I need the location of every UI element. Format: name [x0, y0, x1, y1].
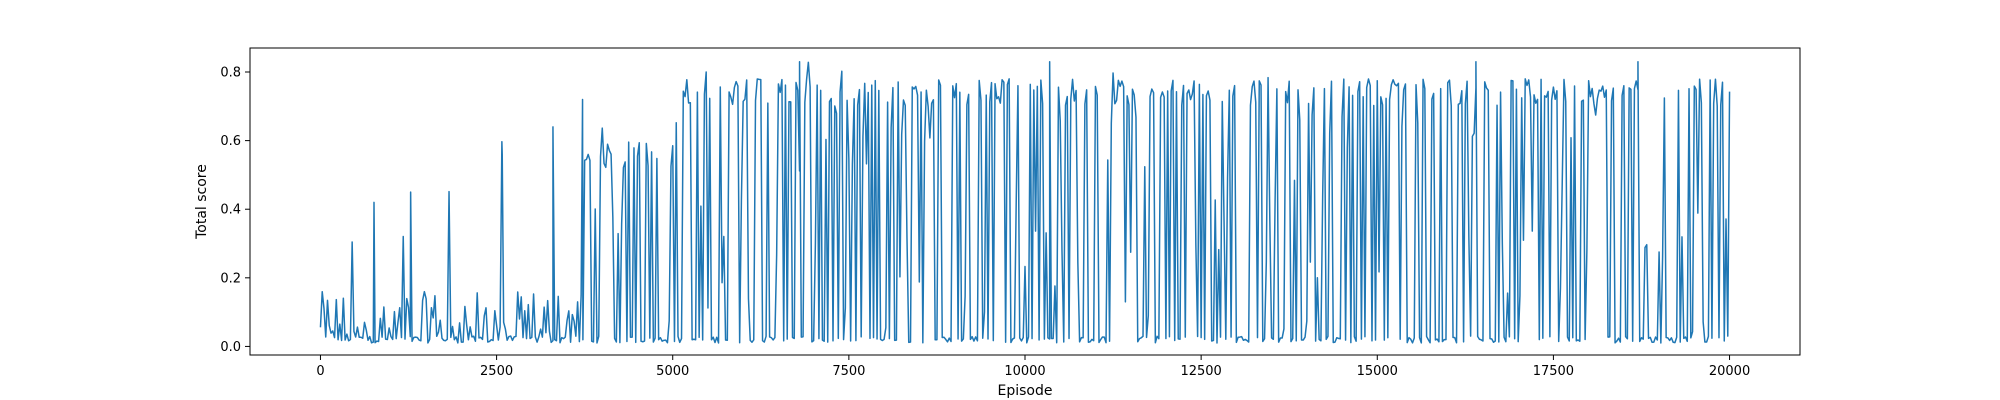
x-tick-label: 0	[316, 364, 324, 379]
x-axis: 0 2500 5000 7500 10000 12500 15000 17500 20000	[316, 355, 1750, 379]
x-tick-label: 10000	[1004, 364, 1045, 379]
x-tick-label: 20000	[1709, 364, 1750, 379]
y-tick-label: 0.8	[220, 66, 241, 81]
plot-area	[319, 60, 1731, 344]
y-tick-label: 0.6	[220, 134, 241, 149]
x-tick-label: 12500	[1180, 364, 1221, 379]
axes-frame	[249, 47, 1801, 356]
total-score-series-line	[319, 60, 1731, 344]
y-tick-label: 0.0	[220, 340, 241, 355]
x-axis-label: Episode	[998, 383, 1053, 399]
x-tick-label: 2500	[480, 364, 513, 379]
y-axis: 0.0 0.2 0.4 0.6 0.8	[220, 66, 250, 355]
y-tick-label: 0.2	[220, 271, 241, 286]
x-tick-label: 5000	[656, 364, 689, 379]
x-tick-label: 15000	[1357, 364, 1398, 379]
x-tick-label: 17500	[1533, 364, 1574, 379]
y-tick-label: 0.4	[220, 203, 241, 218]
y-axis-label: Total score	[194, 164, 210, 240]
x-tick-label: 7500	[832, 364, 865, 379]
